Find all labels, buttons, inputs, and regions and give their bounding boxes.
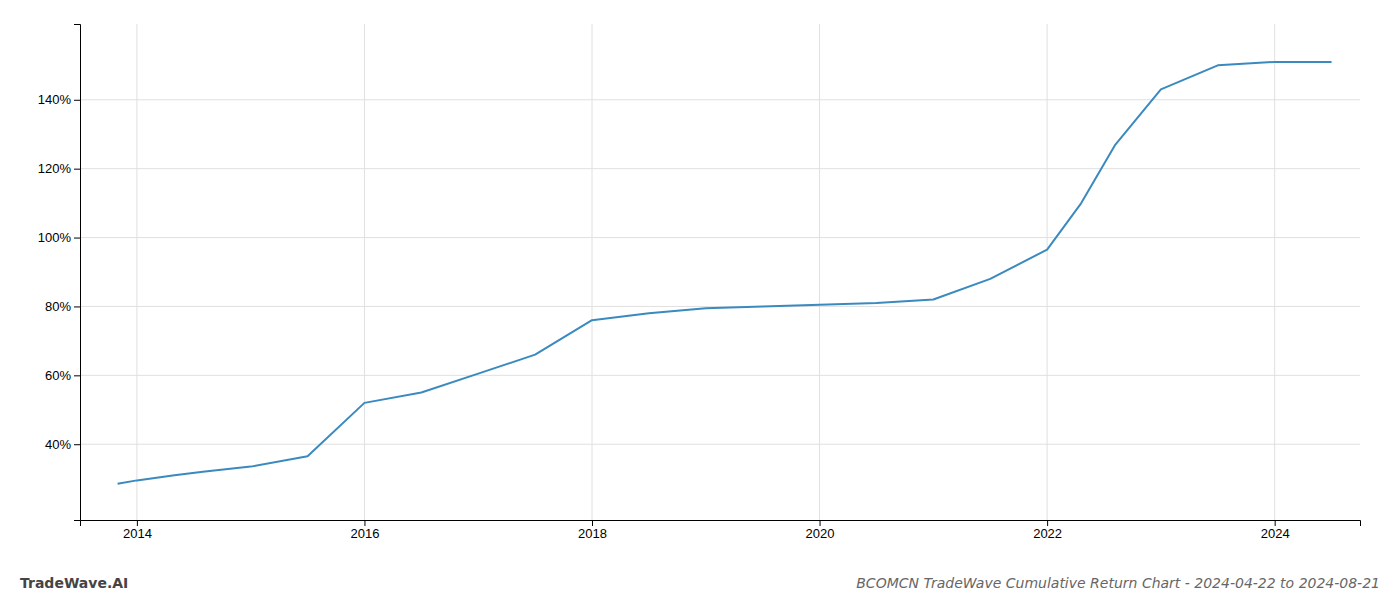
y-tick-mark: [74, 169, 80, 170]
y-tick: 80%: [45, 299, 80, 314]
y-tick-label: 40%: [45, 437, 71, 452]
y-tick-mark: [74, 444, 80, 445]
grid: [80, 24, 1360, 520]
x-axis: 2014 2016 2018 2020 2022 2024: [81, 520, 1361, 541]
x-tick-label: 2018: [578, 526, 607, 541]
y-tick-label: 60%: [45, 368, 71, 383]
y-tick-mark: [74, 238, 80, 239]
x-tick-mark: [364, 520, 365, 526]
x-tick-mark: [1275, 520, 1276, 526]
y-tick: 60%: [45, 368, 80, 383]
grid-line-y: [80, 168, 1360, 169]
y-tick-label: 120%: [38, 161, 72, 176]
line: [118, 62, 1332, 484]
x-tick: 2018: [578, 520, 607, 541]
x-tick: 2022: [1033, 520, 1062, 541]
x-axis-line: [81, 521, 1361, 527]
grid-line-x: [1274, 24, 1275, 520]
chart: 2014 2016 2018 2020 2022 2024 40% 60% 80% 100% 120…: [0, 0, 1400, 600]
y-tick-mark: [74, 375, 80, 376]
y-tick-label: 80%: [45, 299, 71, 314]
x-tick-label: 2024: [1261, 526, 1290, 541]
x-tick-mark: [592, 520, 593, 526]
grid-line-x: [1047, 24, 1048, 520]
y-tick-label: 100%: [38, 230, 72, 245]
y-axis: 40% 60% 80% 100% 120% 140%: [38, 25, 81, 521]
x-tick-mark: [820, 520, 821, 526]
y-axis-line: [74, 25, 81, 521]
grid-line-x: [819, 24, 820, 520]
grid-line-y: [80, 375, 1360, 376]
x-tick-label: 2014: [123, 526, 152, 541]
y-tick: 120%: [38, 161, 80, 176]
x-tick-mark: [1047, 520, 1048, 526]
grid-line-x: [364, 24, 365, 520]
x-tick: 2024: [1261, 520, 1290, 541]
grid-line-x: [136, 24, 137, 520]
x-tick: 2020: [806, 520, 835, 541]
x-tick: 2016: [350, 520, 379, 541]
watermark: TradeWave.AI: [20, 575, 128, 591]
x-tick-label: 2016: [350, 526, 379, 541]
y-tick-mark: [74, 100, 80, 101]
x-tick: 2014: [123, 520, 152, 541]
x-tick-label: 2020: [806, 526, 835, 541]
y-tick-label: 140%: [38, 92, 72, 107]
y-tick: 100%: [38, 230, 80, 245]
grid-line-y: [80, 99, 1360, 100]
grid-line-x: [592, 24, 593, 520]
grid-line-y: [80, 237, 1360, 238]
x-tick-mark: [137, 520, 138, 526]
plot: 2014 2016 2018 2020 2022 2024 40% 60% 80% 100% 120…: [38, 24, 1361, 541]
x-tick-label: 2022: [1033, 526, 1062, 541]
y-tick-mark: [74, 306, 80, 307]
y-tick: 40%: [45, 437, 80, 452]
title: BCOMCN TradeWave Cumulative Return Chart…: [856, 575, 1380, 591]
grid-line-y: [80, 444, 1360, 445]
marks: [118, 62, 1332, 484]
y-tick: 140%: [38, 92, 80, 107]
